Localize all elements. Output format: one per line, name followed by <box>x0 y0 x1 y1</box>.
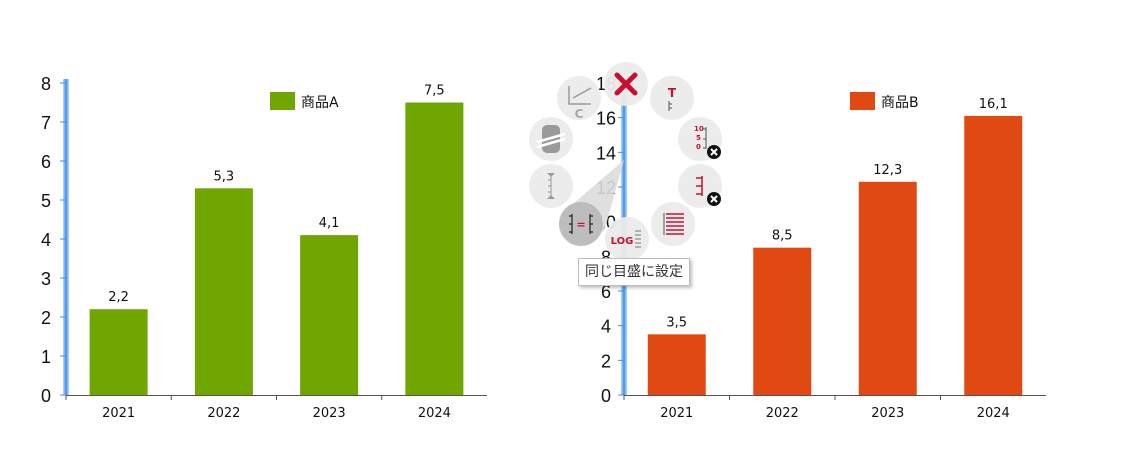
menu-button-bg <box>557 76 601 120</box>
menu-button-bg <box>650 76 694 120</box>
axis-break-button[interactable] <box>529 117 573 161</box>
y-tick-label: 6 <box>41 152 51 172</box>
svg-text:LOG: LOG <box>611 236 634 247</box>
x-tick-label: 2024 <box>977 406 1010 421</box>
y-tick-label: 8 <box>601 247 611 267</box>
y-tick-label: 6 <box>601 282 611 302</box>
bar[interactable] <box>194 188 253 395</box>
gridlines-icon <box>663 213 684 235</box>
log-scale-icon: LOG <box>611 230 641 248</box>
x-tick-label: 2024 <box>418 406 451 421</box>
close-button[interactable] <box>604 62 648 106</box>
menu-button-bg <box>651 202 695 246</box>
svg-text:10: 10 <box>694 125 704 133</box>
data-label: 7,5 <box>424 84 445 99</box>
legend-label: 商品B <box>881 95 919 111</box>
log-scale-button[interactable]: LOG <box>605 217 649 261</box>
y-tick-label: 2 <box>41 308 51 328</box>
data-label: 2,2 <box>108 290 129 305</box>
data-label: 4,1 <box>319 216 340 231</box>
x-tick-label: 2022 <box>766 406 799 421</box>
svg-text:=: = <box>576 218 585 231</box>
data-label: 16,1 <box>979 97 1008 112</box>
axis-title-button[interactable]: T <box>650 76 694 120</box>
bar[interactable] <box>89 309 148 395</box>
data-label: 8,5 <box>772 229 793 244</box>
y-tick-label: 14 <box>596 143 616 163</box>
y-tick-label: 0 <box>41 386 51 406</box>
bar[interactable] <box>647 334 706 395</box>
axis-range-button[interactable] <box>529 164 573 208</box>
bar[interactable] <box>858 181 917 395</box>
y-tick-label: 5 <box>41 191 51 211</box>
svg-text:C: C <box>575 107 584 121</box>
close-icon <box>614 72 638 96</box>
y-tick-label: 1 <box>41 347 51 367</box>
data-label: 5,3 <box>214 169 235 184</box>
axis-crossing-button[interactable]: C <box>557 76 601 121</box>
legend-swatch <box>850 92 875 110</box>
y-tick-label: 7 <box>41 113 51 133</box>
y-axis-line[interactable] <box>63 79 69 395</box>
y-tick-label: 2 <box>601 351 611 371</box>
bar[interactable] <box>300 235 359 395</box>
gridlines-button[interactable] <box>651 202 695 246</box>
y-tick-label: 3 <box>41 269 51 289</box>
svg-text:T: T <box>668 86 677 100</box>
same-scale-button[interactable]: = <box>559 202 603 246</box>
y-tick-label: 16 <box>596 109 616 129</box>
y-tick-label: 8 <box>41 74 51 94</box>
axis-title-icon: T <box>668 86 677 111</box>
chart-product-a: 0 1 2 3 4 5 6 7 8 2,2 2021 5,3 2022 4,1 2023 7,5 2024 商品A <box>41 74 487 421</box>
chart-product-b: 0246810121416183,520218,5202212,3202316,… <box>596 74 1046 421</box>
tooltip: 同じ目盛に設定 <box>578 258 690 286</box>
bar[interactable] <box>964 115 1023 395</box>
legend-swatch <box>270 92 295 110</box>
x-tick-label: 2021 <box>102 406 135 421</box>
menu-button-bg <box>559 202 603 246</box>
ticks-remove-icon <box>696 176 721 206</box>
axis-crossing-icon: C <box>568 86 592 121</box>
data-label: 12,3 <box>873 163 902 178</box>
bar[interactable] <box>405 102 464 396</box>
bar[interactable] <box>753 247 812 395</box>
svg-text:5: 5 <box>696 134 701 142</box>
y-tick-label: 4 <box>41 230 51 250</box>
y-tick-label: 0 <box>601 386 611 406</box>
svg-text:0: 0 <box>696 143 701 151</box>
x-tick-label: 2021 <box>660 406 693 421</box>
same-scale-icon: = <box>569 214 593 234</box>
legend-label: 商品A <box>301 95 339 111</box>
x-tick-label: 2023 <box>871 406 904 421</box>
menu-button-bg <box>605 217 649 261</box>
axis-range-icon <box>547 173 555 199</box>
remove-ticks-button[interactable] <box>678 164 722 208</box>
data-label: 3,5 <box>666 315 687 330</box>
x-tick-label: 2023 <box>313 406 346 421</box>
x-tick-label: 2022 <box>207 406 240 421</box>
axis-break-icon <box>536 125 566 153</box>
y-tick-label: 4 <box>601 317 611 337</box>
